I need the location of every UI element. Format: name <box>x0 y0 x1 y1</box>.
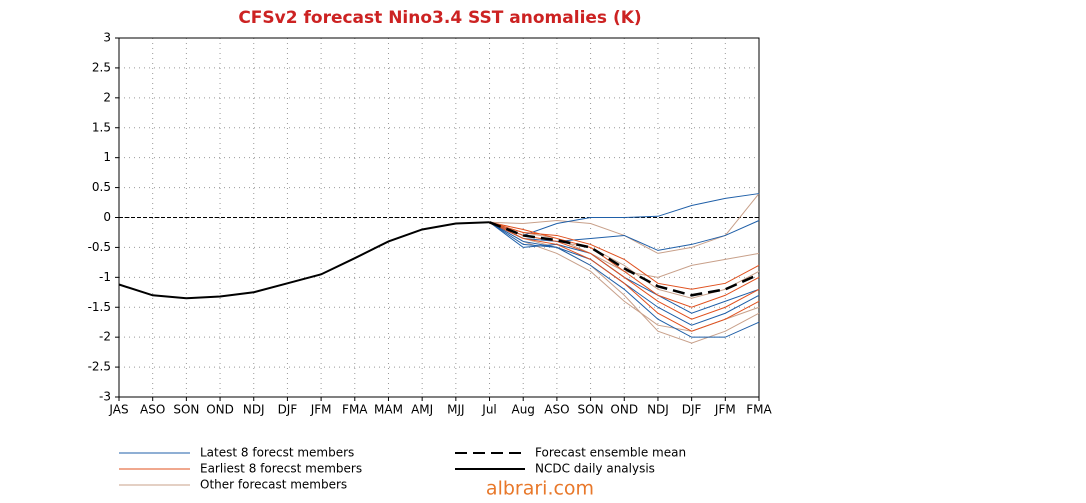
y-tick-label: 0 <box>103 210 111 224</box>
member-line <box>489 220 760 251</box>
x-tick-label: OND <box>206 403 234 417</box>
x-tick-label: JAS <box>108 403 128 417</box>
main-line <box>118 221 490 300</box>
member-line <box>489 221 760 344</box>
plot-frame <box>118 37 760 398</box>
x-tick-label: JFM <box>310 403 332 417</box>
y-tick-label: 1 <box>103 150 111 164</box>
main-line <box>489 221 760 297</box>
y-tick-label: -3 <box>99 390 111 404</box>
x-tick-label: Aug <box>511 403 534 417</box>
x-tick-label: MAM <box>374 403 403 417</box>
y-tick-label: 1.5 <box>92 120 111 134</box>
legend-label: Latest 8 forecst members <box>200 446 354 460</box>
x-tick-label: OND <box>610 403 638 417</box>
watermark: albrari.com <box>486 478 594 500</box>
member-line <box>489 221 760 290</box>
x-tick-label: ASO <box>140 403 165 417</box>
member-line <box>489 221 760 338</box>
x-tick-label: FMA <box>746 403 772 417</box>
legend-label: Forecast ensemble mean <box>535 446 686 460</box>
member-line <box>489 221 760 332</box>
x-tick-label: SON <box>578 403 604 417</box>
y-tick-label: -0.5 <box>88 240 111 254</box>
legend-label: Earliest 8 forecst members <box>200 462 362 476</box>
x-tick-label: NDJ <box>243 403 265 417</box>
x-tick-label: Jul <box>481 403 496 417</box>
y-tick-label: 2.5 <box>92 60 111 74</box>
x-tick-label: NDJ <box>647 403 669 417</box>
y-tick-label: -1.5 <box>88 300 111 314</box>
x-tick-label: ASO <box>544 403 569 417</box>
x-tick-label: SON <box>173 403 199 417</box>
x-tick-label: FMA <box>342 403 368 417</box>
legend-label: NCDC daily analysis <box>535 462 655 476</box>
x-tick-label: DJF <box>682 403 702 417</box>
x-tick-label: AMJ <box>411 403 433 417</box>
y-tick-label: 0.5 <box>92 180 111 194</box>
y-tick-label: 2 <box>103 90 111 104</box>
y-tick-label: -1 <box>99 270 111 284</box>
x-tick-label: MJJ <box>447 403 464 417</box>
chart-title: CFSv2 forecast Nino3.4 SST anomalies (K) <box>238 8 641 28</box>
y-tick-label: -2 <box>99 330 111 344</box>
member-line <box>489 221 760 308</box>
y-tick-label: 3 <box>103 31 111 45</box>
y-tick-label: -2.5 <box>88 360 111 374</box>
member-line <box>489 193 760 236</box>
x-tick-label: DJF <box>278 403 298 417</box>
x-tick-label: JFM <box>714 403 736 417</box>
legend-label: Other forecast members <box>200 478 347 492</box>
